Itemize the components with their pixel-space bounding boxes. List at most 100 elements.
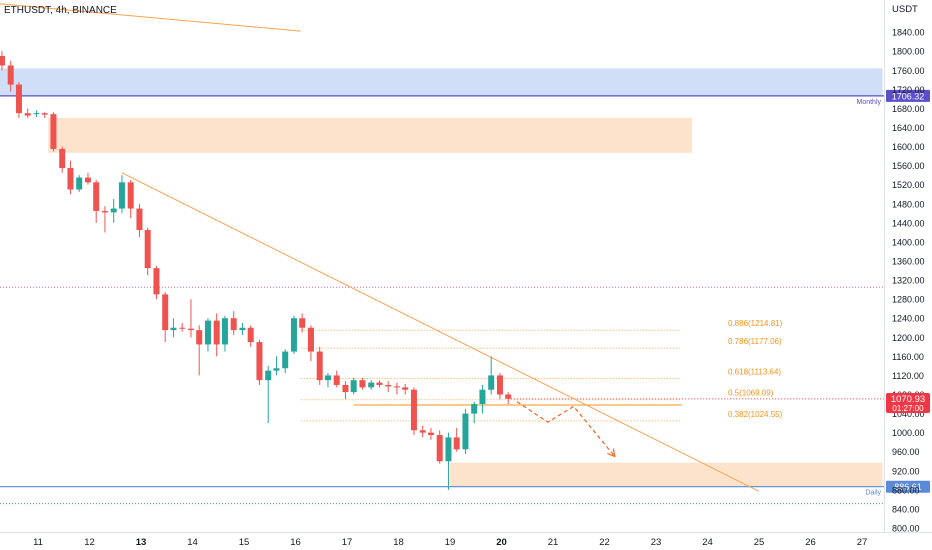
candle[interactable] xyxy=(196,325,203,376)
price-tick-label: 1040.00 xyxy=(892,409,925,419)
candle[interactable] xyxy=(488,356,495,395)
candle[interactable] xyxy=(118,175,125,214)
candle[interactable] xyxy=(436,430,443,464)
candle[interactable] xyxy=(179,322,186,332)
daily-line-price-label: 886.61 xyxy=(894,482,922,492)
candle[interactable] xyxy=(273,356,280,376)
monthly-line-price-badge xyxy=(886,89,930,102)
candle[interactable] xyxy=(230,311,237,335)
time-tick-label: 17 xyxy=(342,537,353,548)
candle[interactable] xyxy=(153,265,160,300)
candle[interactable] xyxy=(385,381,392,393)
price-tick-label: 1160.00 xyxy=(892,352,924,362)
lines-layer: Monthly Daily xyxy=(0,3,884,505)
price-axis[interactable]: 1706.32 886.61 800.00 840.00 880.00 920.00 960… xyxy=(884,0,931,534)
candle[interactable] xyxy=(101,206,108,233)
candle[interactable] xyxy=(350,377,357,395)
candle[interactable] xyxy=(402,384,409,395)
time-tick-label: 16 xyxy=(290,537,301,548)
candle[interactable] xyxy=(282,349,289,374)
price-tick-label: 1320.00 xyxy=(892,276,925,286)
candle[interactable] xyxy=(67,160,74,195)
fib-level-label: 0.382(1024.55) xyxy=(728,410,783,419)
price-tick-label: 880.00 xyxy=(892,485,920,495)
price-tick-label: 1200.00 xyxy=(892,333,925,343)
candle[interactable] xyxy=(462,408,469,455)
candle[interactable] xyxy=(50,112,57,152)
candle[interactable] xyxy=(15,82,22,118)
symbol-title: ETHUSDT, 4h, BINANCE xyxy=(4,5,117,16)
current-price-value: 1070.93 xyxy=(891,394,925,405)
candle[interactable] xyxy=(445,432,452,490)
time-tick-label: 25 xyxy=(754,537,765,548)
time-axis[interactable]: 11 12 13 14 15 16 17 18 19 20 21 22 23 24 25 26 27 xyxy=(0,532,932,549)
candle[interactable] xyxy=(213,313,220,357)
candle[interactable] xyxy=(247,325,254,347)
candle[interactable] xyxy=(136,203,143,238)
time-tick-label: 12 xyxy=(84,537,95,548)
price-tick-label: 920.00 xyxy=(892,466,920,476)
candle[interactable] xyxy=(221,315,228,352)
price-tick-label: 1120.00 xyxy=(892,371,924,381)
candle[interactable] xyxy=(162,291,169,343)
candle[interactable] xyxy=(368,380,375,390)
candle[interactable] xyxy=(170,318,177,338)
price-tick-label: 1520.00 xyxy=(892,180,925,190)
candle[interactable] xyxy=(41,112,48,118)
candle[interactable] xyxy=(471,401,478,424)
candle[interactable] xyxy=(307,325,314,362)
candle[interactable] xyxy=(59,146,66,173)
time-tick-label: 11 xyxy=(33,537,43,548)
candle[interactable] xyxy=(290,315,297,354)
candle[interactable] xyxy=(127,179,134,219)
time-tick-label: 26 xyxy=(805,537,816,548)
candle[interactable] xyxy=(187,299,194,338)
time-tick-label: 13 xyxy=(136,537,147,548)
candle[interactable] xyxy=(427,427,434,440)
candle[interactable] xyxy=(376,380,383,388)
price-tick-label: 1720.00 xyxy=(892,85,925,95)
candle[interactable] xyxy=(299,313,306,333)
candle[interactable] xyxy=(110,199,117,223)
projection-path[interactable] xyxy=(516,401,616,457)
candle[interactable] xyxy=(496,373,503,400)
candle[interactable] xyxy=(76,175,83,192)
candle[interactable] xyxy=(393,382,400,395)
candle[interactable] xyxy=(33,110,40,117)
candle[interactable] xyxy=(453,427,460,452)
price-tick-label: 1840.00 xyxy=(892,28,925,38)
time-tick-label: 14 xyxy=(187,537,198,548)
candle[interactable] xyxy=(93,179,100,223)
currency-label: USDT xyxy=(892,4,918,15)
candle[interactable] xyxy=(316,346,323,385)
candle[interactable] xyxy=(505,392,512,405)
time-tick-label: 21 xyxy=(548,537,559,548)
candle[interactable] xyxy=(419,425,426,438)
candle[interactable] xyxy=(7,60,14,92)
candle[interactable] xyxy=(324,373,331,388)
time-tick-label: 24 xyxy=(702,537,713,548)
candle[interactable] xyxy=(359,377,366,390)
candle[interactable] xyxy=(333,370,340,388)
candle[interactable] xyxy=(204,318,211,352)
daily-line-tag: Daily xyxy=(865,490,881,497)
candle[interactable] xyxy=(84,172,91,185)
candle[interactable] xyxy=(24,108,31,118)
top-trendline[interactable] xyxy=(0,3,301,32)
candles-layer[interactable] xyxy=(0,51,512,490)
time-tick-label: 19 xyxy=(445,537,456,548)
candle[interactable] xyxy=(256,339,263,385)
candle[interactable] xyxy=(479,384,486,414)
price-tick-label: 1280.00 xyxy=(892,295,925,305)
candle[interactable] xyxy=(410,387,417,436)
candle[interactable] xyxy=(342,381,349,400)
candle[interactable] xyxy=(265,365,272,424)
price-tick-label: 1760.00 xyxy=(892,66,925,76)
candle[interactable] xyxy=(144,227,151,276)
descending-trendline[interactable] xyxy=(121,172,760,492)
candle[interactable] xyxy=(0,51,5,71)
bar-countdown: 01:27:00 xyxy=(892,404,924,413)
price-tick-label: 1480.00 xyxy=(892,199,925,209)
candle[interactable] xyxy=(239,322,246,335)
